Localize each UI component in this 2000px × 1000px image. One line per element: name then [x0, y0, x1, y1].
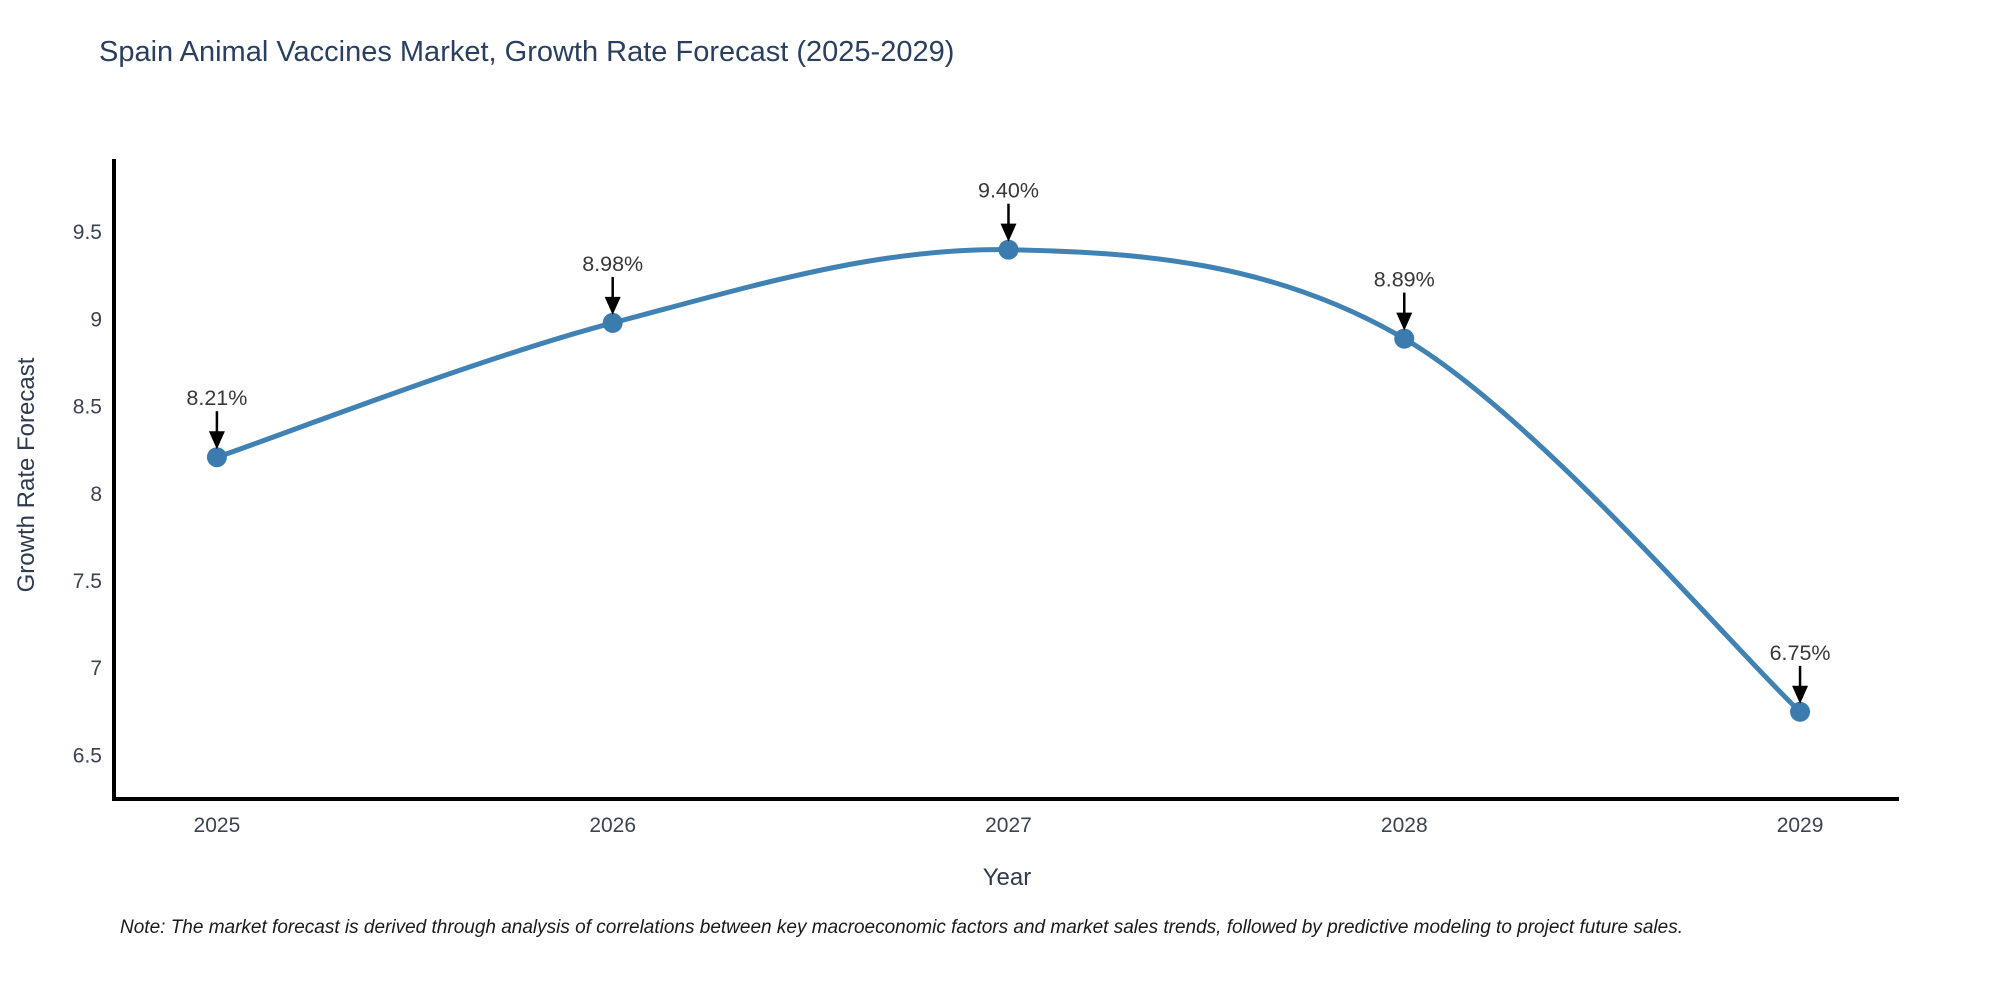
data-point-marker[interactable] [206, 447, 227, 468]
data-point-marker[interactable] [1394, 328, 1415, 349]
y-tick-label: 8 [90, 483, 102, 506]
x-tick-label: 2025 [194, 814, 241, 837]
annotation-label: 8.21% [186, 386, 247, 410]
annotation-arrowhead-icon [208, 431, 225, 450]
chart-title: Spain Animal Vaccines Market, Growth Rat… [99, 36, 955, 68]
annotation-label: 8.98% [582, 252, 643, 276]
annotation-label: 8.89% [1374, 268, 1435, 292]
y-tick-label: 6.5 [73, 744, 102, 767]
axis-lines [112, 159, 1899, 801]
data-point-marker[interactable] [602, 312, 623, 333]
data-point-marker[interactable] [998, 239, 1019, 260]
annotation-arrowhead-icon [1396, 312, 1413, 331]
annotation-label: 6.75% [1770, 641, 1831, 665]
y-tick-label: 9.5 [73, 221, 102, 244]
annotation-arrowhead-icon [1000, 223, 1017, 242]
y-tick-label: 8.5 [73, 396, 102, 419]
data-point-marker[interactable] [1790, 701, 1811, 722]
annotation-label: 9.40% [978, 179, 1039, 203]
annotation-arrowhead-icon [604, 296, 621, 315]
chart-footnote: Note: The market forecast is derived thr… [120, 917, 1683, 938]
trend-line [214, 247, 1803, 715]
y-tick-label: 7 [90, 657, 102, 680]
x-axis-title: Year [982, 864, 1032, 891]
annotation-arrowhead-icon [1792, 685, 1809, 704]
x-tick-label: 2028 [1381, 814, 1428, 837]
y-tick-label: 7.5 [73, 570, 102, 593]
y-tick-label: 9 [90, 308, 102, 331]
x-tick-label: 2026 [589, 814, 636, 837]
x-tick-label: 2029 [1777, 814, 1824, 837]
x-tick-label: 2027 [985, 814, 1032, 837]
